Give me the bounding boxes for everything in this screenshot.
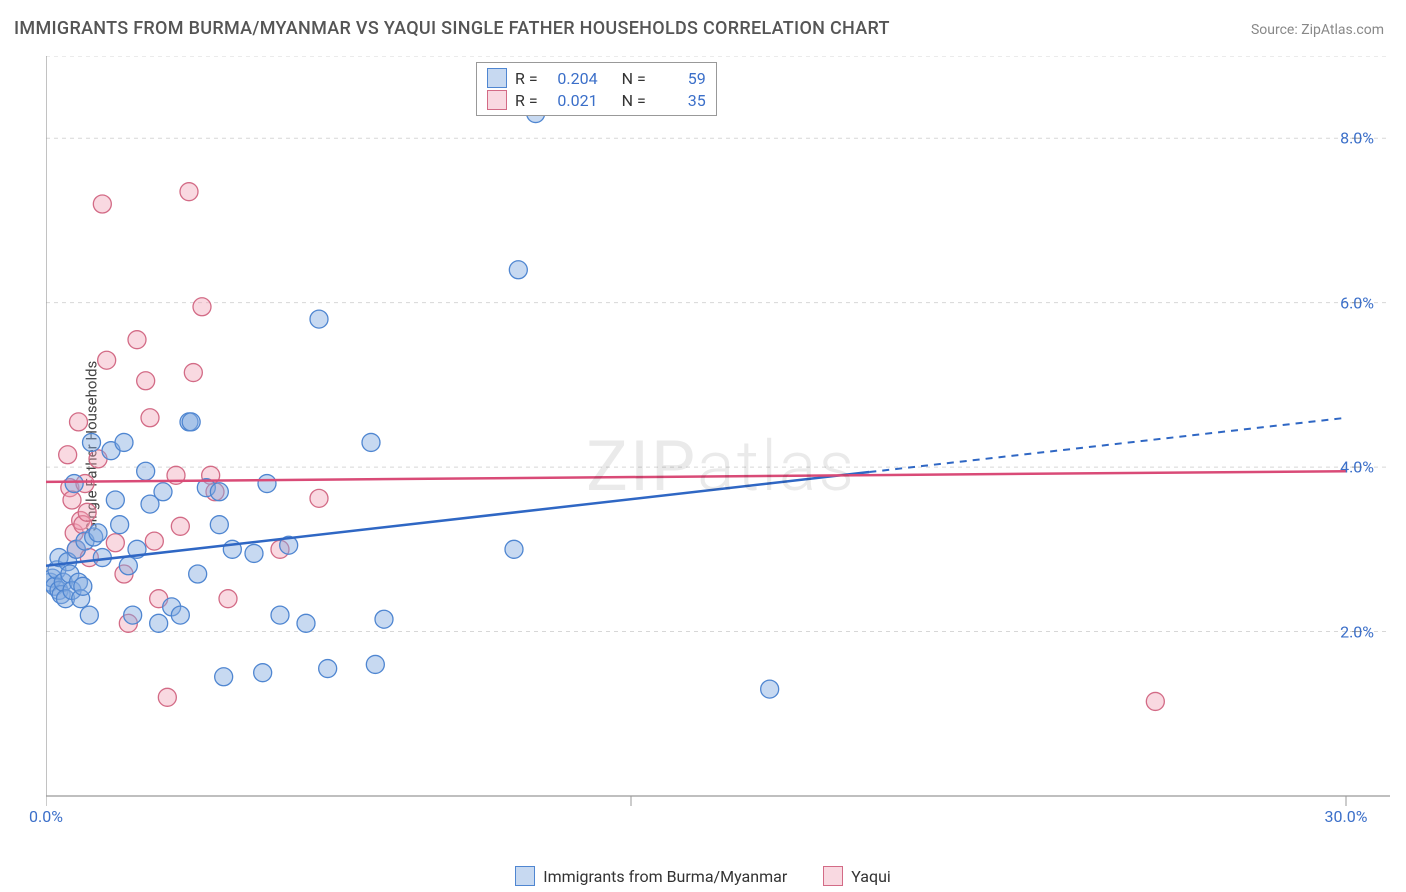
- n-value-burma: 59: [654, 69, 706, 88]
- series-label-yaqui: Yaqui: [851, 867, 891, 886]
- swatch-yaqui: [487, 90, 507, 110]
- r-label: R =: [515, 69, 538, 88]
- swatch-burma: [515, 866, 535, 886]
- legend-series: Immigrants from Burma/Myanmar Yaqui: [0, 866, 1406, 886]
- legend-row-burma: R = 0.204 N = 59: [487, 68, 706, 88]
- y-tick-label: 4.0%: [1340, 458, 1374, 477]
- n-value-yaqui: 35: [654, 91, 706, 110]
- n-label: N =: [622, 91, 646, 110]
- y-tick-label: 6.0%: [1340, 293, 1374, 312]
- x-tick-label: 30.0%: [1325, 807, 1368, 826]
- x-tick-label: 0.0%: [29, 807, 63, 826]
- chart-title: IMMIGRANTS FROM BURMA/MYANMAR VS YAQUI S…: [14, 18, 890, 39]
- scatter-plot-svg: [46, 56, 1390, 826]
- y-tick-label: 8.0%: [1340, 129, 1374, 148]
- legend-row-yaqui: R = 0.021 N = 35: [487, 90, 706, 110]
- plot-area: ZIPatlas R = 0.204 N = 59 R = 0.021 N = …: [46, 56, 1390, 826]
- n-label: N =: [622, 69, 646, 88]
- y-tick-label: 2.0%: [1340, 622, 1374, 641]
- r-label: R =: [515, 91, 538, 110]
- r-value-burma: 0.204: [546, 69, 598, 88]
- legend-series-burma: Immigrants from Burma/Myanmar: [515, 866, 787, 886]
- source-label: Source: ZipAtlas.com: [1251, 22, 1384, 38]
- swatch-yaqui: [823, 866, 843, 886]
- swatch-burma: [487, 68, 507, 88]
- series-label-burma: Immigrants from Burma/Myanmar: [543, 867, 787, 886]
- legend-series-yaqui: Yaqui: [823, 866, 891, 886]
- legend-correlation: R = 0.204 N = 59 R = 0.021 N = 35: [476, 62, 717, 116]
- r-value-yaqui: 0.021: [546, 91, 598, 110]
